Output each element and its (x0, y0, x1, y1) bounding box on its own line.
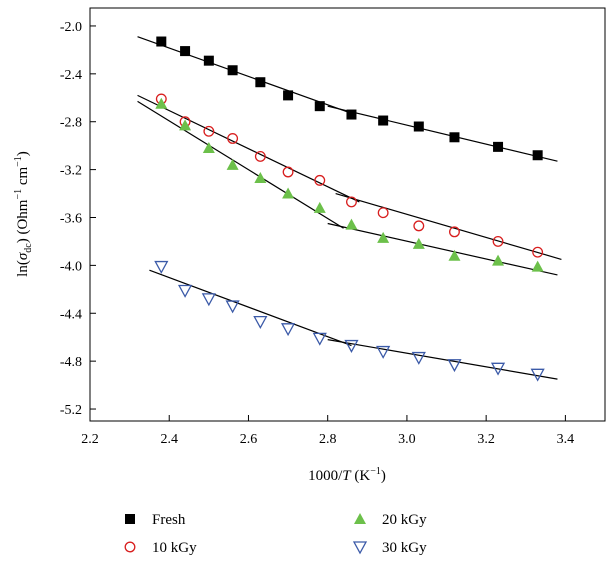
fit-line-series-1-0 (137, 94, 360, 203)
data-point (282, 187, 295, 199)
data-point (202, 142, 215, 154)
data-point (346, 109, 357, 120)
y-axis-ticks: -2.0 -2.4 -2.8 -3.2 -3.6 -4.0 -4.4 -4.8 -5.2 (60, 20, 96, 418)
data-point (448, 249, 461, 261)
legend-label: Fresh (152, 512, 186, 528)
x-tick-label: 2.6 (240, 432, 258, 447)
data-point (492, 235, 504, 247)
fit-line-series-0-1 (327, 105, 558, 162)
data-point (254, 150, 266, 162)
plot-frame (89, 7, 606, 422)
data-point (532, 150, 543, 161)
data-point (345, 218, 358, 230)
y-tick-label: -2.8 (60, 116, 82, 131)
x-tick-label: 3.2 (477, 432, 495, 447)
data-point (253, 315, 268, 329)
y-tick-label: -4.8 (60, 355, 82, 370)
data-point (344, 339, 359, 353)
data-point (177, 284, 193, 298)
data-point (155, 97, 168, 109)
data-point (203, 125, 215, 137)
data-point (312, 332, 327, 346)
data-point (412, 237, 425, 249)
legend-label: 20 kGy (382, 512, 427, 528)
y-axis-title: ln(σdc) (Ohm−1 cm−1) (13, 151, 34, 277)
data-point (156, 36, 167, 47)
data-point (227, 133, 239, 144)
data-point (280, 323, 296, 337)
fit-line-series-0-0 (137, 36, 352, 114)
data-point (282, 166, 294, 178)
fit-line-series-3-1 (327, 339, 558, 380)
data-point (179, 119, 192, 131)
data-point (411, 351, 426, 365)
data-point (313, 201, 326, 213)
data-point (449, 226, 460, 238)
fit-line-series-2-1 (327, 222, 558, 276)
x-tick-label: 3.0 (398, 432, 416, 447)
data-point (154, 260, 169, 274)
data-point (490, 362, 506, 376)
data-point (531, 260, 544, 272)
data-point (378, 115, 389, 126)
y-tick-label: -2.4 (60, 68, 82, 83)
data-point (254, 171, 267, 183)
data-markers (154, 36, 545, 382)
data-point (376, 345, 391, 359)
legend-label: 30 kGy (382, 540, 427, 556)
data-point (314, 174, 326, 186)
x-tick-label: 2.8 (319, 432, 337, 447)
y-tick-label: -2.0 (60, 20, 82, 35)
data-point (203, 55, 214, 66)
data-point (227, 65, 238, 76)
data-point (492, 254, 505, 266)
fit-line-series-2-0 (137, 100, 344, 229)
legend: Fresh 10 kGy 20 kGy 30 kGy (124, 512, 427, 556)
y-tick-label: -5.2 (60, 403, 82, 418)
data-point (493, 141, 504, 152)
data-point (180, 46, 191, 57)
data-point (226, 158, 239, 170)
data-point (314, 101, 325, 112)
data-point (255, 77, 266, 88)
data-point (377, 231, 390, 243)
x-tick-label: 2.4 (160, 432, 178, 447)
fit-lines (137, 36, 562, 380)
legend-marker (352, 541, 368, 555)
data-point (449, 132, 460, 143)
data-point (413, 121, 424, 132)
x-tick-label: 2.2 (81, 432, 99, 447)
data-point (530, 368, 545, 382)
fit-line-series-1-1 (335, 192, 562, 260)
y-tick-label: -3.6 (60, 211, 82, 226)
data-point (225, 300, 240, 314)
fit-line-series-3-0 (149, 269, 352, 347)
data-point (447, 359, 462, 373)
y-tick-label: -4.0 (60, 259, 82, 274)
y-tick-label: -3.2 (60, 164, 82, 179)
data-point (532, 246, 544, 258)
x-axis-title: 1000/T (K−1) (308, 466, 386, 484)
data-point (201, 293, 216, 307)
y-tick-label: -4.4 (60, 307, 82, 322)
data-point (377, 207, 389, 219)
legend-marker (354, 513, 366, 524)
data-point (346, 196, 357, 208)
legend-marker (124, 541, 136, 553)
legend-label: 10 kGy (152, 540, 197, 556)
x-axis-ticks: 2.2 2.4 2.6 2.8 3.0 3.2 3.4 (81, 415, 574, 447)
x-tick-label: 3.4 (557, 432, 575, 447)
legend-marker (125, 514, 135, 524)
data-point (413, 220, 425, 232)
data-point (283, 90, 294, 101)
